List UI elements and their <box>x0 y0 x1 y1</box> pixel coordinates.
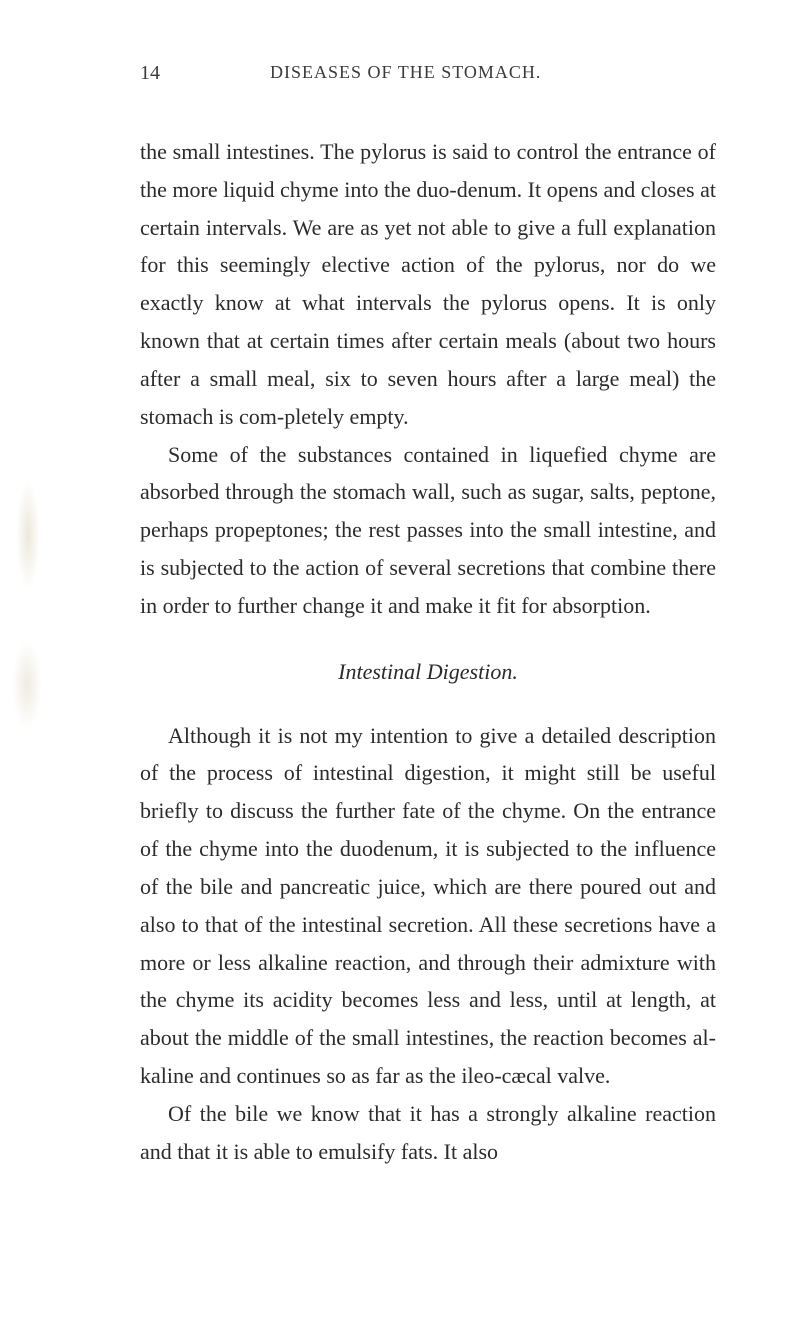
paragraph: the small intestines. The pylorus is sai… <box>140 133 716 436</box>
page-content: 14 DISEASES OF THE STOMACH. the small in… <box>0 0 801 1231</box>
paragraph: Although it is not my intention to give … <box>140 717 716 1095</box>
paragraph: Of the bile we know that it has a strong… <box>140 1095 716 1171</box>
paragraph: Some of the substances contained in liqu… <box>140 436 716 625</box>
body-text: the small intestines. The pylorus is sai… <box>140 133 716 1171</box>
page-header: 14 DISEASES OF THE STOMACH. <box>140 62 716 85</box>
section-title: Intestinal Digestion. <box>140 653 716 691</box>
page-number: 14 <box>140 62 160 85</box>
running-title: DISEASES OF THE STOMACH. <box>270 62 541 85</box>
